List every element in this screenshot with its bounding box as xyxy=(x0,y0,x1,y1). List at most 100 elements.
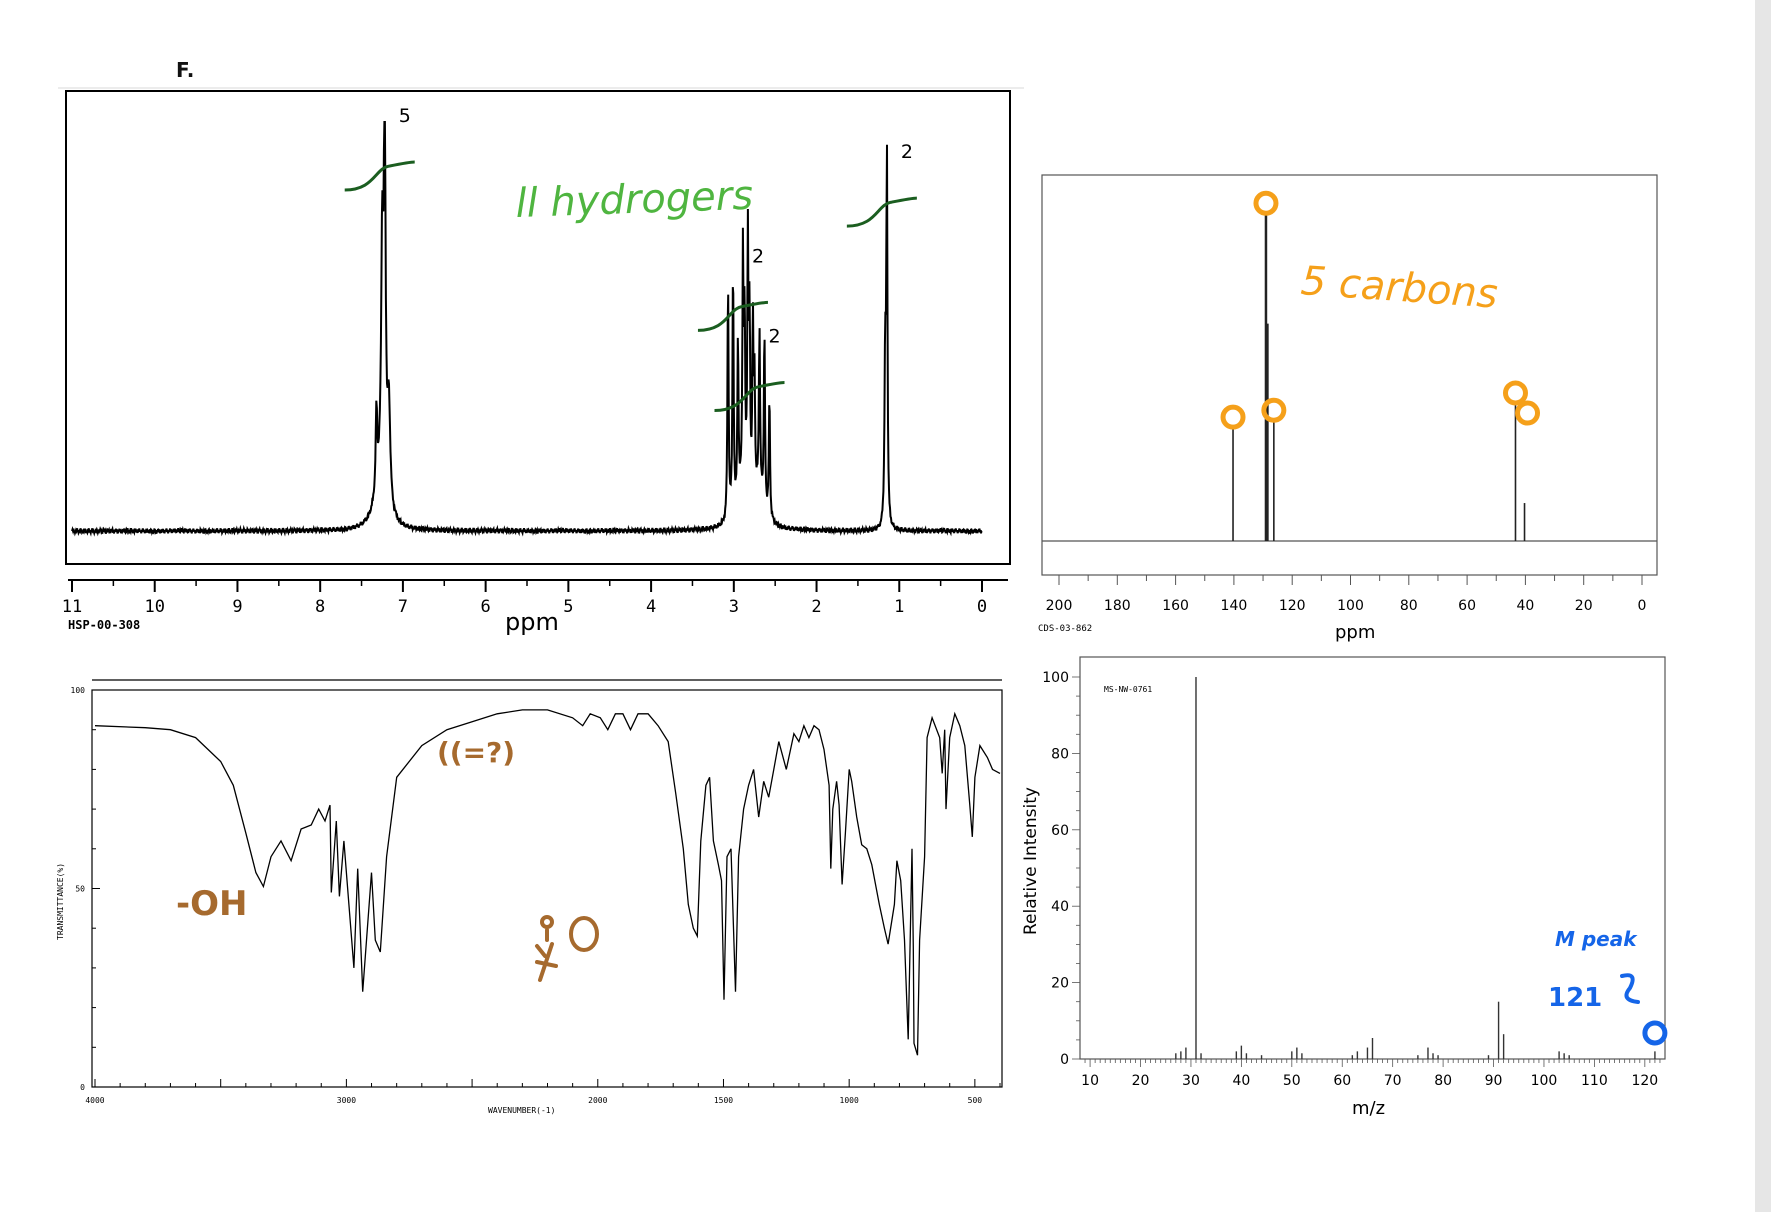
ms-x-tick-label: 100 xyxy=(1531,1073,1558,1089)
ms-arrow-icon xyxy=(1620,973,1640,1004)
problem-label: F. xyxy=(176,58,195,82)
h-nmr-tick-label: 3 xyxy=(729,597,739,617)
c-nmr-peak-circle xyxy=(1253,190,1279,216)
h-nmr-x-label: ppm xyxy=(505,608,559,636)
c-nmr-tick-label: 180 xyxy=(1104,598,1131,614)
ir-y-tick-label: 50 xyxy=(75,885,85,894)
c-nmr-tick-label: 20 xyxy=(1575,598,1593,614)
h-nmr-tick-labels: 11 10 9 8 7 6 5 4 3 2 1 0 xyxy=(62,597,987,617)
ir-y-tick-label: 0 xyxy=(80,1083,85,1092)
c-nmr-peak-circle xyxy=(1220,404,1246,430)
c-nmr-tick-label: 100 xyxy=(1337,598,1364,614)
ms-x-tick-label: 110 xyxy=(1581,1073,1608,1089)
h-nmr-integration-label: 5 xyxy=(399,105,411,127)
ms-x-tick-label: 120 xyxy=(1631,1073,1658,1089)
ir-x-tick-label: 4000 xyxy=(85,1096,104,1105)
c-nmr-peak-circle xyxy=(1515,400,1541,426)
ms-x-tick-label: 50 xyxy=(1283,1073,1301,1089)
ms-molecular-ion-circle xyxy=(1642,1020,1668,1046)
ms-x-tick-label: 80 xyxy=(1434,1073,1452,1089)
ms-tick-labels: 10 20 30 40 50 60 70 80 90 100 110 120 0 20 40 60 80 100 xyxy=(1042,670,1658,1089)
ir-x-label: WAVENUMBER(-1) xyxy=(488,1106,555,1115)
h-nmr-spectrum-line xyxy=(71,121,983,537)
c-nmr-tick-label: 80 xyxy=(1400,598,1418,614)
h-nmr-integral-curve xyxy=(714,381,785,413)
ms-mass-note: 121 xyxy=(1548,983,1602,1013)
c-nmr-tick-label: 40 xyxy=(1516,598,1534,614)
divider-line xyxy=(58,87,1024,89)
ir-oh-note: -OH xyxy=(176,884,247,924)
h-nmr-integration-label: 2 xyxy=(769,326,781,348)
h-nmr-tick-label: 0 xyxy=(977,597,987,617)
c-nmr-peak-circle xyxy=(1261,397,1287,423)
ir-cc-note: ((=?) xyxy=(437,736,515,769)
ir-ticks xyxy=(92,689,1001,1088)
h-nmr-tick-label: 9 xyxy=(232,597,242,617)
ir-x-tick-label: 3000 xyxy=(337,1096,356,1105)
ms-y-tick-label: 80 xyxy=(1051,746,1069,762)
c-nmr-ticks xyxy=(1058,575,1643,585)
ms-ticks xyxy=(1072,676,1661,1067)
ms-x-tick-label: 20 xyxy=(1132,1073,1150,1089)
h-nmr-source-code: HSP-00-308 xyxy=(68,618,140,632)
h-nmr-tick-label: 8 xyxy=(315,597,325,617)
h-nmr-integral-curve xyxy=(846,196,917,228)
c-nmr-frame xyxy=(1041,174,1658,576)
ms-y-tick-label: 0 xyxy=(1060,1052,1069,1068)
h-nmr-integrals: 5 2 2 2 xyxy=(344,105,917,413)
ms-mpeak-note: M peak xyxy=(1555,927,1638,951)
h-nmr-tick-label: 7 xyxy=(398,597,408,617)
ms-peaks xyxy=(1175,677,1656,1059)
h-nmr-integral-curve xyxy=(344,160,415,192)
c-nmr-carbon-count-note: 5 carbons xyxy=(1299,258,1499,318)
ms-y-label: Relative Intensity xyxy=(1021,787,1041,935)
ms-x-tick-label: 30 xyxy=(1182,1073,1200,1089)
ms-y-tick-label: 20 xyxy=(1051,976,1069,992)
ms-y-tick-label: 100 xyxy=(1042,670,1069,686)
ir-y-tick-label: 100 xyxy=(71,686,86,695)
c-nmr-peaks xyxy=(1232,213,1526,541)
c-nmr-x-label: ppm xyxy=(1335,622,1375,643)
h-nmr-ticks xyxy=(71,580,983,592)
mass-spec-chart: 10 20 30 40 50 60 70 80 90 100 110 120020406080100 … xyxy=(1021,656,1668,1119)
vertical-scrollbar[interactable] xyxy=(1755,0,1771,1212)
ms-source-code: MS-NW-0761 xyxy=(1104,685,1152,694)
h-nmr-tick-label: 5 xyxy=(563,597,573,617)
ir-y-label: TRANSMITTANCE(%) xyxy=(56,863,65,940)
h-nmr-integration-label: 2 xyxy=(901,141,913,163)
h-nmr-tick-label: 6 xyxy=(481,597,491,617)
h-nmr-tick-label: 11 xyxy=(62,597,82,617)
ir-x-tick-label: 2000 xyxy=(588,1096,607,1105)
h-nmr-tick-label: 2 xyxy=(811,597,821,617)
c-nmr-chart: 200 180 160 140 120 100 80 60 40 20 0 ppm CDS-03-8… xyxy=(1038,174,1658,643)
ir-spectrum-line xyxy=(94,709,1001,1056)
ms-y-tick-label: 40 xyxy=(1051,899,1069,915)
c-nmr-peak-circle xyxy=(1502,380,1528,406)
ir-carbonyl-sketch xyxy=(535,915,599,982)
c-nmr-tick-labels: 200 180 160 140 120 100 80 60 40 20 0 xyxy=(1046,598,1647,614)
h-nmr-integration-label: 2 xyxy=(752,245,764,267)
ir-x-tick-label: 500 xyxy=(968,1096,983,1105)
c-nmr-tick-label: 60 xyxy=(1458,598,1476,614)
ms-x-tick-label: 40 xyxy=(1232,1073,1250,1089)
ms-x-tick-label: 70 xyxy=(1384,1073,1402,1089)
c-nmr-peak-circles xyxy=(1220,190,1541,430)
h-nmr-integral-curve xyxy=(697,300,769,332)
h-nmr-hydrogen-count-note: ll hydrogers xyxy=(515,173,754,227)
ms-y-tick-label: 60 xyxy=(1051,823,1069,839)
c-nmr-source-code: CDS-03-862 xyxy=(1038,624,1092,634)
h-nmr-tick-label: 10 xyxy=(144,597,164,617)
ms-x-tick-label: 60 xyxy=(1333,1073,1351,1089)
c-nmr-tick-label: 200 xyxy=(1046,598,1073,614)
h-nmr-tick-label: 1 xyxy=(894,597,904,617)
ms-x-label: m/z xyxy=(1352,1098,1385,1119)
ms-x-tick-label: 10 xyxy=(1081,1073,1099,1089)
c-nmr-tick-label: 160 xyxy=(1162,598,1189,614)
ms-x-tick-label: 90 xyxy=(1485,1073,1503,1089)
c-nmr-tick-label: 120 xyxy=(1279,598,1306,614)
h-nmr-frame xyxy=(65,90,1011,565)
ir-x-tick-label: 1500 xyxy=(714,1096,733,1105)
